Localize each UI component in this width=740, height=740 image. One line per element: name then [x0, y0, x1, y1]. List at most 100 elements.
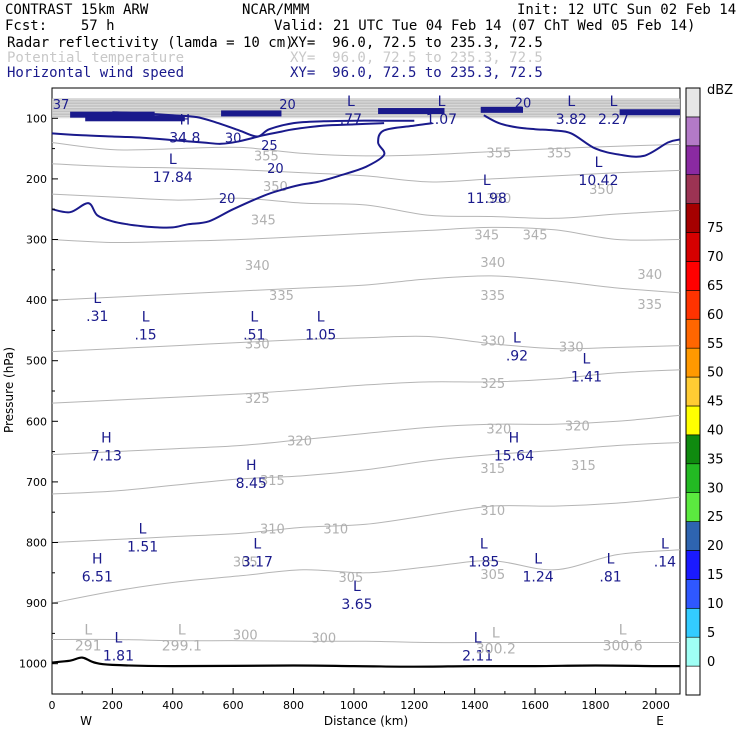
- wind-contour-label: 25: [261, 139, 278, 154]
- extremum-L: L: [253, 537, 261, 553]
- extremum-value: .51: [243, 327, 265, 343]
- theta-label: 335: [480, 289, 505, 304]
- y-tick-label: 300: [26, 234, 47, 247]
- theta-label: 320: [287, 435, 312, 450]
- theta-label: 325: [480, 377, 505, 392]
- extremum-value: .92: [506, 349, 528, 365]
- colorbar-level-label: 55: [707, 337, 724, 352]
- theta-label: 345: [251, 213, 276, 228]
- field-theta-name: Potential temperature: [7, 50, 185, 66]
- wind-contour-label: 37: [53, 98, 70, 113]
- theta-label: 345: [523, 229, 548, 244]
- colorbar-swatch: [685, 492, 701, 522]
- theta-label: 355: [486, 147, 511, 162]
- theta-extremum-value: 299.1: [162, 638, 202, 654]
- extremum-L: L: [474, 630, 482, 646]
- wind-contour-label: 20: [515, 96, 532, 111]
- x-axis-title: Distance (km): [324, 714, 408, 728]
- extremum-L: L: [142, 309, 150, 325]
- valid-time: Valid: 21 UTC Tue 04 Feb 14 (07 ChT Wed …: [274, 18, 696, 34]
- theta-contour-350: [51, 163, 681, 183]
- wind-jet-core: [85, 115, 185, 122]
- wind-jet-core: [70, 111, 155, 118]
- theta-label: 320: [486, 422, 511, 437]
- extremum-value: 3.17: [242, 555, 273, 571]
- colorbar-swatch: [685, 636, 701, 667]
- x-tick-label: 800: [283, 699, 304, 712]
- init-time: Init: 12 UTC Sun 02 Feb 14: [517, 2, 737, 18]
- colorbar-level-label: 50: [707, 366, 724, 381]
- extremum-value: 3.65: [341, 597, 372, 613]
- plot-frame: [51, 87, 681, 695]
- theta-label: 355: [254, 150, 279, 165]
- extremum-L: L: [534, 552, 542, 568]
- theta-extremum-value: 300.6: [603, 638, 643, 654]
- theta-label: 335: [269, 289, 294, 304]
- colorbar-swatch: [685, 376, 701, 407]
- field-wind-name: Horizontal wind speed: [7, 65, 185, 81]
- wind-contour-label: 20: [219, 192, 236, 207]
- colorbar-swatch: [685, 463, 701, 493]
- forecast-hour: Fcst: 57 h: [5, 18, 115, 34]
- y-tick-label: 800: [26, 537, 47, 550]
- extremum-L: L: [595, 155, 603, 171]
- extremum-H: H: [509, 431, 520, 447]
- theta-contour-345: [51, 193, 681, 219]
- extremum-value: .14: [654, 555, 676, 571]
- extremum-value: 10.42: [578, 173, 618, 189]
- colorbar-swatch: [685, 232, 701, 262]
- theta-contour-310: [51, 496, 681, 543]
- extremum-L: L: [567, 94, 575, 110]
- colorbar-level-label: 15: [707, 568, 724, 583]
- model-title: CONTRAST 15km ARW: [5, 2, 149, 18]
- extremum-value: 1.51: [127, 539, 158, 555]
- theta-label: 310: [480, 504, 505, 519]
- extremum-L: L: [169, 152, 177, 168]
- theta-label: 315: [571, 459, 596, 474]
- extremum-H: H: [246, 458, 257, 474]
- extremum-L: L: [480, 537, 488, 553]
- colorbar-level-label: 20: [707, 539, 724, 554]
- y-tick-label: 1000: [19, 658, 47, 671]
- colorbar-level-label: 40: [707, 424, 724, 439]
- colorbar-swatch: [685, 318, 701, 349]
- extremum-L: L: [317, 309, 325, 325]
- extremum-value: .31: [86, 309, 108, 325]
- extremum-L: L: [347, 94, 355, 110]
- wind-jet-core: [619, 109, 680, 116]
- x-tick-label: 2000: [642, 699, 670, 712]
- field-reflectivity-name: Radar reflectivity (lamda = 10 cm): [7, 35, 294, 51]
- colorbar-swatch: [685, 579, 701, 609]
- extremum-value: 1.24: [523, 570, 554, 586]
- colorbar-level-label: 25: [707, 510, 724, 525]
- theta-label: 315: [480, 462, 505, 477]
- theta-contour-330: [51, 335, 681, 353]
- x-tick-label: 400: [162, 699, 183, 712]
- wind-jet-core: [378, 108, 445, 115]
- wind-contour-label: 20: [279, 98, 296, 113]
- theta-extremum-L: L: [84, 622, 92, 638]
- extremum-value: .81: [599, 570, 621, 586]
- theta-label: 355: [547, 147, 572, 162]
- colorbar-level-label: 30: [707, 481, 724, 496]
- theta-contour-300: [51, 638, 680, 644]
- theta-extremum-L: L: [619, 622, 627, 638]
- colorbar-level-label: 0: [707, 655, 715, 670]
- colorbar-swatch: [685, 434, 701, 465]
- extremum-L: L: [661, 537, 669, 553]
- theta-contour-305: [51, 549, 681, 604]
- x-tick-label: 600: [223, 699, 244, 712]
- extremum-value: 1.05: [305, 327, 336, 343]
- theta-extremum-L: L: [492, 626, 500, 642]
- colorbar-title: dBZ: [707, 83, 733, 98]
- field-wind-xy: XY= 96.0, 72.5 to 235.3, 72.5: [290, 65, 543, 81]
- x-tick-label: 0: [49, 699, 56, 712]
- y-axis-title: Pressure (hPa): [2, 347, 16, 433]
- theta-contour-320: [51, 414, 681, 456]
- extremum-value: 1.85: [468, 555, 499, 571]
- extremum-value: 8.45: [236, 476, 267, 492]
- x-tick-label: 1000: [340, 699, 368, 712]
- theta-label: 350: [263, 180, 288, 195]
- wind-jet-core: [480, 106, 523, 113]
- extremum-L: L: [250, 309, 258, 325]
